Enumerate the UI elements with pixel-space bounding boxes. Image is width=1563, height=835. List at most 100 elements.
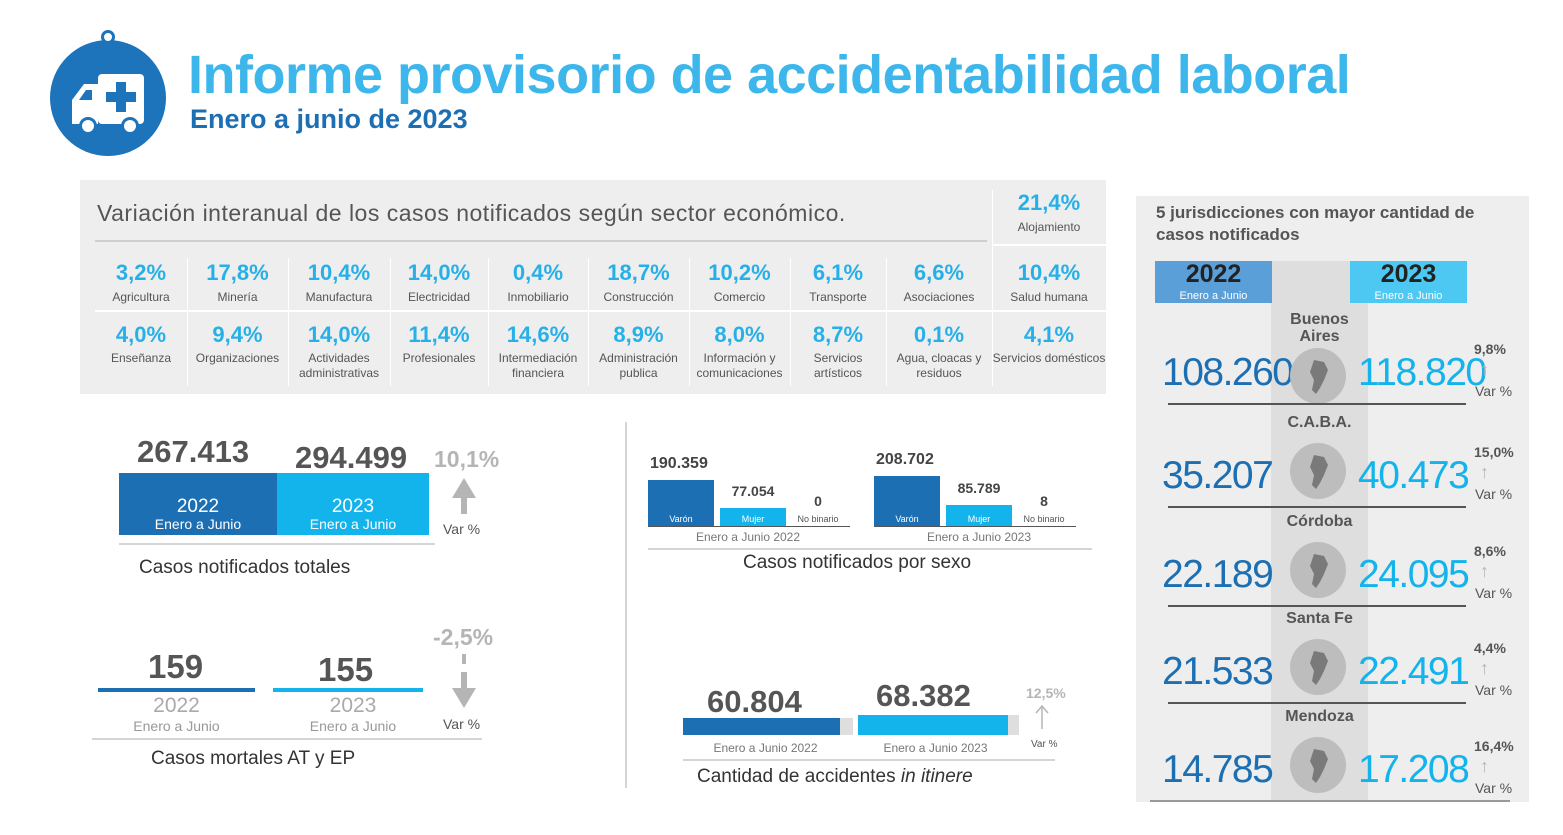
- sector-pct: 11,4%: [408, 322, 470, 347]
- sector-pct: 18,7%: [607, 260, 670, 285]
- row-divider: [1168, 403, 1466, 405]
- page-title: Informe provisorio de accidentabilidad l…: [188, 45, 1351, 105]
- jur-header-2022-period: Enero a Junio: [1179, 290, 1248, 302]
- row-divider: [1150, 800, 1510, 802]
- grid-separator: [992, 244, 1106, 246]
- mortal-title: Casos mortales AT y EP: [151, 748, 356, 769]
- grid-separator: [689, 258, 690, 386]
- jur-value-2023: 118.820: [1358, 351, 1487, 394]
- totals-2023-bar: [277, 473, 429, 535]
- mortal-2022-value: 159: [148, 648, 204, 685]
- sector-pct: 4,0%: [115, 322, 167, 347]
- grid-separator: [288, 258, 289, 386]
- sexo-value: 77.054: [731, 483, 775, 499]
- sector-heading: Variación interanual de los casos notifi…: [97, 200, 846, 226]
- itinere-title: Cantidad de accidentes in itinere: [697, 766, 973, 788]
- sector-pct: 9,4%: [212, 322, 263, 347]
- jur-value-2023: 40.473: [1358, 454, 1470, 497]
- sector-pct: 0,1%: [913, 322, 965, 347]
- row-divider: [1168, 702, 1466, 704]
- sexo-bar: [720, 508, 786, 526]
- totals-2022-period: Enero a Junio: [154, 516, 242, 532]
- divider: [119, 543, 435, 545]
- sexo-axis: [648, 526, 850, 527]
- arrow-up-icon: [452, 478, 476, 514]
- buenos-aires-map-icon: [1290, 348, 1346, 404]
- divider: [683, 759, 1055, 761]
- sector-pct: 10,4%: [307, 260, 371, 285]
- totals-2023-value: 294.499: [295, 440, 408, 475]
- grid-separator: [790, 258, 791, 386]
- jur-value-2023: 22.491: [1358, 650, 1470, 693]
- sector-label: Actividades administrativas: [298, 351, 380, 380]
- jur-header-2022-year: 2022: [1185, 260, 1242, 288]
- sector-pct: 17,8%: [206, 260, 269, 285]
- grid-separator: [390, 258, 391, 386]
- jur-name: Córdoba: [1286, 513, 1353, 530]
- sector-cell: 14,6% Intermediación financiera: [488, 322, 588, 381]
- jur-name: Mendoza: [1285, 708, 1354, 725]
- sector-cell: 0,4% Inmobiliario: [488, 260, 588, 305]
- sector-cell: 6,1% Transporte: [790, 260, 886, 305]
- sector-cell: 17,8% Minería: [187, 260, 288, 305]
- sector-pct: 6,6%: [913, 260, 965, 285]
- grid-separator: [187, 258, 188, 386]
- sector-cell: 11,4% Profesionales: [390, 322, 488, 366]
- mortal-var-label: Var %: [443, 716, 481, 732]
- sector-cell: 8,0% Información y comunicaciones: [689, 322, 790, 381]
- cordoba-map-icon: [1290, 542, 1346, 598]
- sexo-bar: [648, 480, 714, 526]
- sector-pct: 0,4%: [512, 260, 564, 285]
- jur-value-2022: 108.260: [1162, 351, 1294, 394]
- itinere-var-label: Var %: [1031, 739, 1058, 750]
- jur-value-2023: 17.208: [1358, 748, 1470, 791]
- totals-var-label: Var %: [443, 521, 481, 537]
- sexo-period-label: Enero a Junio 2022: [695, 530, 801, 544]
- sexo-bar-label: No binario: [1023, 514, 1065, 524]
- sector-cell: 9,4% Organizaciones: [187, 322, 288, 366]
- divider: [92, 738, 482, 740]
- sector-cell: 18,7% Construcción: [588, 260, 689, 305]
- totals-2022-year: 2022: [176, 496, 220, 517]
- arrow-up-icon: ↑: [1480, 359, 1489, 379]
- sector-label: Transporte: [809, 290, 867, 304]
- sector-label: Intermediación financiera: [498, 351, 578, 380]
- sector-label: Electricidad: [407, 290, 471, 304]
- sector-label: Comercio: [713, 290, 766, 304]
- grid-separator: [886, 258, 887, 386]
- jur-header-2023-period: Enero a Junio: [1374, 290, 1443, 302]
- itinere-2023-bar: [858, 715, 1008, 735]
- sexo-period-label: Enero a Junio 2023: [926, 530, 1032, 544]
- itinere-2023-label: Enero a Junio 2023: [883, 741, 988, 755]
- jur-value-2022: 35.207: [1162, 454, 1274, 497]
- sector-cell: 6,6% Asociaciones: [886, 260, 992, 305]
- santa-fe-map-icon: [1290, 639, 1346, 695]
- sector-pct: 21,4%: [1017, 190, 1081, 215]
- sexo-value: 8: [1040, 493, 1048, 509]
- itinere-2023-value: 68.382: [876, 678, 971, 713]
- sexo-title: Casos notificados por sexo: [743, 552, 972, 573]
- mortal-2023-period: Enero a Junio: [309, 718, 397, 734]
- sexo-bar-label: Mujer: [967, 514, 991, 524]
- arrow-up-icon: ↑: [1480, 462, 1489, 482]
- grid-separator: [992, 190, 993, 258]
- jur-var-label: Var %: [1475, 780, 1513, 796]
- logo-circle: [50, 40, 166, 156]
- sector-pct: 14,0%: [307, 322, 371, 347]
- jurisdictions-title: 5 jurisdicciones con mayor cantidad de c…: [1156, 203, 1475, 244]
- sector-pct: 8,9%: [613, 322, 664, 347]
- sexo-value: 0: [814, 493, 822, 509]
- row-divider: [1168, 506, 1466, 508]
- sector-cell: 8,7% Servicios artísticos: [790, 322, 886, 381]
- sector-pct: 10,2%: [708, 260, 771, 285]
- sector-cell: 10,4% Salud humana: [992, 260, 1106, 305]
- sector-cell: 3,2% Agricultura: [95, 260, 187, 305]
- jur-header-2023-year: 2023: [1380, 260, 1437, 288]
- sexo-bar-label: No binario: [797, 514, 839, 524]
- jur-var-label: Var %: [1475, 682, 1513, 698]
- sector-label: Minería: [217, 290, 258, 304]
- mendoza-map-icon: [1290, 737, 1346, 793]
- grid-separator: [992, 258, 993, 386]
- sexo-bar: [874, 476, 940, 526]
- sector-label: Administración publica: [599, 351, 678, 380]
